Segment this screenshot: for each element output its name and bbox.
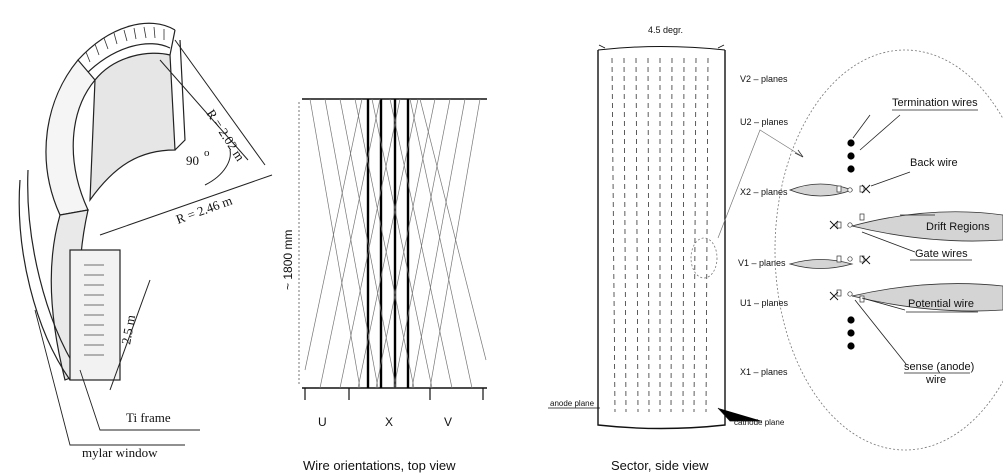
back-wire-label: Back wire — [910, 157, 958, 169]
termination-wires — [847, 139, 855, 350]
v-label: V — [444, 415, 452, 429]
plane-x1-label: X1 – planes — [740, 367, 788, 377]
mylar-window-label: mylar window — [82, 445, 158, 460]
termination-wires-label: Termination wires — [892, 97, 978, 109]
angle-degree-mark: o — [204, 147, 210, 159]
wire-height-label: ~ 1800 mm — [281, 230, 295, 290]
plane-v2-label: V2 – planes — [740, 74, 788, 84]
stereo-wires — [304, 98, 487, 389]
plane-u2-label: U2 – planes — [740, 117, 789, 127]
back-wire-markers — [829, 184, 871, 301]
angle-label: 90 — [186, 153, 199, 168]
sense-wires — [847, 187, 853, 297]
sector-caption: Sector, side view — [611, 458, 709, 473]
gate-wires-label: Gate wires — [915, 248, 968, 260]
wire-orientation-diagram: ~ 1800 mm U X V Wire orientations, top v… — [281, 98, 487, 473]
sense-wire-label-line2: wire — [925, 374, 946, 386]
anode-plane-label: anode plane — [550, 399, 595, 408]
x-label: X — [385, 415, 393, 429]
plane-u1-label: U1 – planes — [740, 298, 789, 308]
potential-wires — [836, 185, 865, 303]
potential-wire-label: Potential wire — [908, 298, 974, 310]
sector-angle-label: 4.5 degr. — [648, 25, 683, 35]
u-label: U — [318, 415, 327, 429]
frame-slots — [84, 264, 104, 356]
wire-cell-detail: Termination wires Back wire Drift Region… — [717, 49, 1003, 451]
cathode-plane-label: cathode plane — [734, 418, 785, 427]
plane-x2-label: X2 – planes — [740, 187, 788, 197]
sense-wire-label-line1: sense (anode) — [904, 361, 974, 373]
drift-regions — [788, 183, 1003, 312]
length-label: 2.5 m — [118, 314, 138, 346]
radius-inner-label: R = 2.02 m — [203, 106, 248, 163]
plane-v1-label: V1 – planes — [738, 258, 786, 268]
ti-frame-label: Ti frame — [126, 410, 171, 425]
chamber-drawing — [18, 22, 273, 446]
wire-caption: Wire orientations, top view — [303, 458, 456, 473]
sector-wire-planes — [611, 57, 709, 413]
radius-outer-label: R = 2.46 m — [174, 193, 234, 227]
sector-diagram: 4.5 degr. V2 – planes U2 – planes X2 – p… — [548, 25, 789, 473]
drift-regions-label: Drift Regions — [926, 221, 990, 233]
